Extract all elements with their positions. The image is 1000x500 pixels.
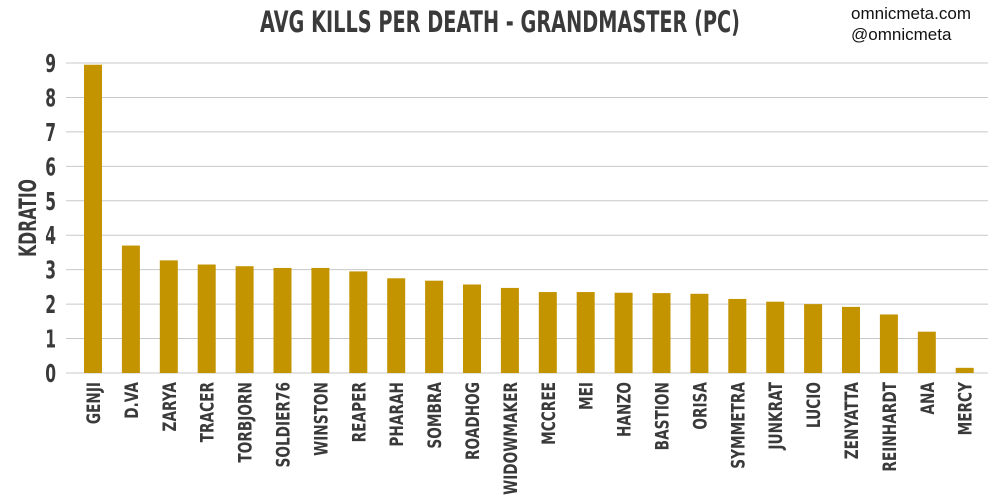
bar-zenyatta [842, 306, 860, 373]
x-tick-label: LUCIO [803, 382, 825, 428]
x-tick-label: SYMMETRA [727, 382, 749, 469]
x-tick-label: ANA [917, 382, 939, 415]
bar-ana [917, 331, 936, 373]
bar-soldier76 [273, 267, 292, 373]
bar-lucio [804, 304, 823, 373]
x-tick-label: WINSTON [310, 382, 332, 456]
bar-d-va [121, 245, 140, 373]
bar-reinhardt [879, 314, 898, 373]
x-tick-label: WIDOWMAKER [500, 382, 522, 495]
y-tick-label: 1 [45, 325, 56, 354]
x-tick-label: D.VA [121, 382, 143, 419]
y-tick-label: 0 [45, 359, 56, 388]
x-tick-labels: GENJI D.VA ZARYA TRACER TORBJORN SOLDIER76 WIN… [83, 381, 977, 495]
bars [84, 64, 974, 373]
bar-mercy [955, 367, 974, 373]
x-tick-label: TRACER [196, 382, 218, 443]
bar-reaper [349, 271, 368, 373]
y-axis-label: KDRATIO [14, 179, 42, 257]
bar-orisa [690, 293, 709, 373]
y-tick-label: 6 [45, 152, 56, 181]
x-tick-label: GENJI [83, 382, 105, 424]
bar-junkrat [766, 301, 785, 373]
chart-title: AVG KILLS PER DEATH - GRANDMASTER (PC) [260, 5, 740, 39]
bar-torbjorn [235, 266, 254, 373]
bar-symmetra [728, 298, 747, 373]
bar-mei [576, 292, 595, 373]
y-tick-labels: 0 1 2 3 4 5 6 7 8 9 [45, 49, 56, 388]
x-tick-label: MCCREE [538, 382, 560, 445]
x-tick-label: JUNKRAT [765, 381, 787, 450]
grid-lines [66, 62, 988, 374]
watermark: omnicmeta.com @omnicmeta [851, 3, 971, 45]
watermark-handle: @omnicmeta [851, 25, 952, 44]
x-tick-label: BASTION [651, 382, 673, 450]
y-tick-label: 8 [45, 84, 56, 113]
x-tick-label: MERCY [954, 381, 976, 435]
bar-tracer [197, 264, 216, 373]
x-tick-label: ZENYATTA [841, 382, 863, 459]
x-tick-label: ZARYA [159, 382, 181, 432]
x-tick-label: REINHARDT [879, 381, 901, 471]
bar-hanzo [614, 292, 633, 373]
y-tick-label: 2 [45, 290, 56, 319]
watermark-site: omnicmeta.com [851, 4, 971, 23]
x-tick-label: TORBJORN [234, 382, 256, 463]
x-tick-label: SOMBRA [424, 382, 446, 449]
y-tick-label: 3 [45, 256, 56, 285]
bar-mccree [538, 292, 557, 373]
x-tick-label: REAPER [348, 382, 370, 443]
bar-sombra [425, 280, 444, 373]
bar-winston [311, 267, 330, 373]
bar-widowmaker [500, 287, 519, 373]
x-tick-label: PHARAH [386, 382, 408, 447]
y-tick-label: 4 [45, 221, 56, 250]
bar-zarya [159, 260, 178, 373]
bar-pharah [387, 278, 406, 373]
x-tick-label: HANZO [613, 382, 635, 437]
bar-roadhog [463, 284, 481, 373]
bar-bastion [652, 293, 671, 373]
y-tick-label: 7 [45, 118, 56, 147]
y-tick-label: 9 [45, 49, 56, 78]
x-tick-label: ROADHOG [462, 382, 484, 460]
x-tick-label: SOLDIER76 [272, 382, 294, 468]
x-tick-label: ORISA [689, 382, 711, 430]
bar-genji [84, 64, 102, 373]
y-tick-label: 5 [45, 187, 56, 216]
x-tick-label: MEI [575, 382, 597, 410]
